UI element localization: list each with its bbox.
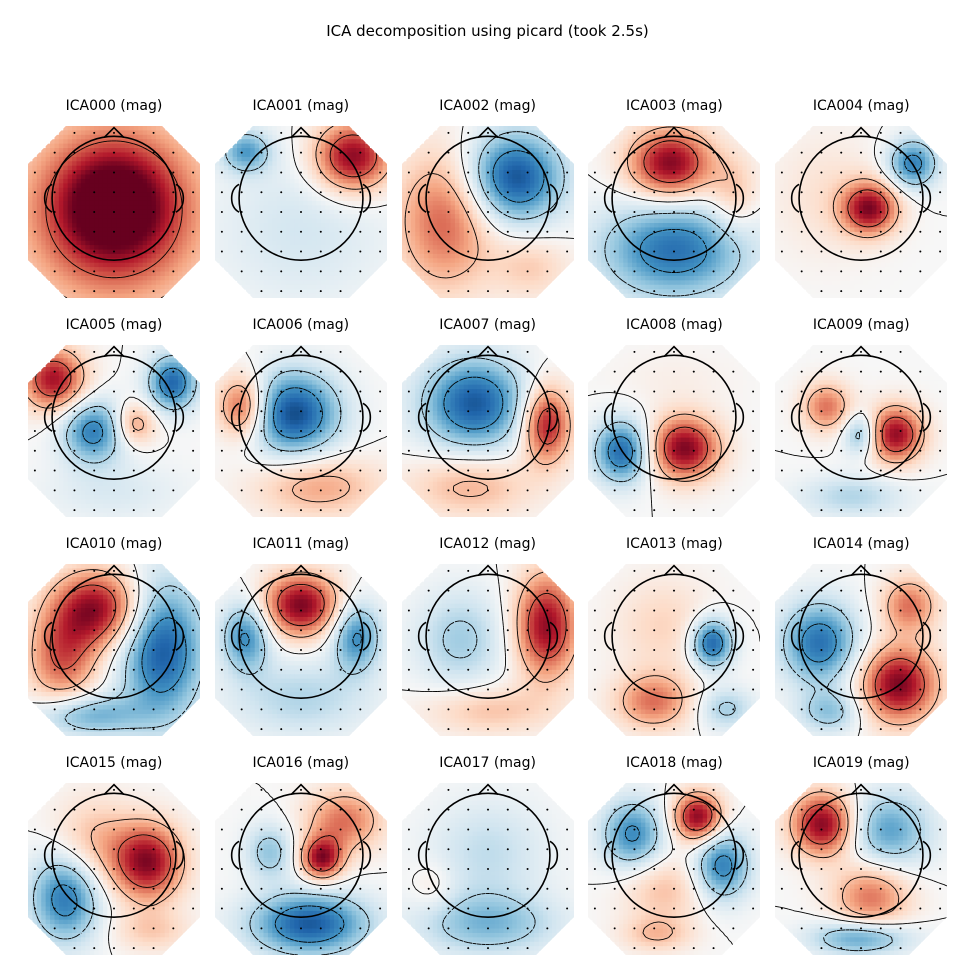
topomap [402, 783, 574, 955]
topomap-cell: ICA005 (mag) [28, 317, 200, 522]
topomap [588, 345, 760, 517]
topomap-title: ICA007 (mag) [402, 317, 574, 335]
topomap-title: ICA012 (mag) [402, 536, 574, 554]
topomap-title: ICA001 (mag) [215, 98, 387, 116]
topomap-cell: ICA002 (mag) [402, 98, 574, 303]
topomap-title: ICA015 (mag) [28, 755, 200, 773]
topomap-cell: ICA018 (mag) [588, 755, 760, 960]
topomap-cell: ICA012 (mag) [402, 536, 574, 741]
topomap-cell: ICA008 (mag) [588, 317, 760, 522]
topomap [215, 564, 387, 736]
topomap [28, 783, 200, 955]
topomap-cell: ICA019 (mag) [775, 755, 947, 960]
topomap-title: ICA005 (mag) [28, 317, 200, 335]
topomap-title: ICA004 (mag) [775, 98, 947, 116]
topomap [775, 345, 947, 517]
topomap-title: ICA018 (mag) [588, 755, 760, 773]
topomap-title: ICA002 (mag) [402, 98, 574, 116]
topomap-cell: ICA011 (mag) [215, 536, 387, 741]
topomap [588, 783, 760, 955]
topomap-cell: ICA007 (mag) [402, 317, 574, 522]
topomap-title: ICA006 (mag) [215, 317, 387, 335]
topomap-cell: ICA014 (mag) [775, 536, 947, 741]
topomap-title: ICA010 (mag) [28, 536, 200, 554]
topomap-cell: ICA003 (mag) [588, 98, 760, 303]
topomap [402, 345, 574, 517]
topomap [215, 345, 387, 517]
topomap-title: ICA011 (mag) [215, 536, 387, 554]
topomap-title: ICA008 (mag) [588, 317, 760, 335]
topomap-cell: ICA004 (mag) [775, 98, 947, 303]
topomap-title: ICA000 (mag) [28, 98, 200, 116]
topomap [588, 564, 760, 736]
topomap-cell: ICA015 (mag) [28, 755, 200, 960]
topomap [28, 126, 200, 298]
topomap-title: ICA017 (mag) [402, 755, 574, 773]
topomap [402, 126, 574, 298]
topomap [215, 783, 387, 955]
topomap [402, 564, 574, 736]
topomap [775, 783, 947, 955]
topomap-cell: ICA013 (mag) [588, 536, 760, 741]
topomap [28, 345, 200, 517]
topomap [775, 564, 947, 736]
topomap-cell: ICA010 (mag) [28, 536, 200, 741]
topomap-cell: ICA016 (mag) [215, 755, 387, 960]
topomap-cell: ICA017 (mag) [402, 755, 574, 960]
topomap-cell: ICA000 (mag) [28, 98, 200, 303]
topomap [215, 126, 387, 298]
topomap [775, 126, 947, 298]
topomap-grid: ICA000 (mag) ICA001 (mag) ICA002 (mag) ICA0… [28, 98, 948, 960]
topomap-title: ICA014 (mag) [775, 536, 947, 554]
topomap-title: ICA019 (mag) [775, 755, 947, 773]
topomap-title: ICA003 (mag) [588, 98, 760, 116]
topomap [28, 564, 200, 736]
topomap [588, 126, 760, 298]
topomap-cell: ICA009 (mag) [775, 317, 947, 522]
topomap-cell: ICA001 (mag) [215, 98, 387, 303]
topomap-cell: ICA006 (mag) [215, 317, 387, 522]
ica-topomap-figure: ICA decomposition using picard (took 2.5… [0, 0, 975, 967]
figure-suptitle: ICA decomposition using picard (took 2.5… [0, 22, 975, 40]
topomap-title: ICA009 (mag) [775, 317, 947, 335]
topomap-title: ICA016 (mag) [215, 755, 387, 773]
topomap-title: ICA013 (mag) [588, 536, 760, 554]
